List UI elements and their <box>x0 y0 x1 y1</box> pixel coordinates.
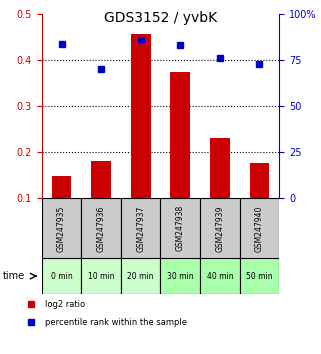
Text: GSM247936: GSM247936 <box>97 205 106 252</box>
Bar <box>121 258 160 294</box>
Bar <box>81 258 121 294</box>
Bar <box>160 258 200 294</box>
Text: time: time <box>3 271 25 281</box>
Text: 0 min: 0 min <box>51 272 73 281</box>
Text: 50 min: 50 min <box>246 272 273 281</box>
Bar <box>81 198 121 258</box>
Bar <box>240 258 279 294</box>
Bar <box>131 34 151 198</box>
Text: GDS3152 / yvbK: GDS3152 / yvbK <box>104 11 217 25</box>
Bar <box>91 160 111 198</box>
Text: 10 min: 10 min <box>88 272 114 281</box>
Text: percentile rank within the sample: percentile rank within the sample <box>45 318 187 327</box>
Text: GSM247940: GSM247940 <box>255 205 264 252</box>
Bar <box>121 198 160 258</box>
Text: 20 min: 20 min <box>127 272 154 281</box>
Text: log2 ratio: log2 ratio <box>45 300 85 309</box>
Bar <box>210 138 230 198</box>
Bar <box>160 198 200 258</box>
Bar <box>200 198 240 258</box>
Bar <box>249 163 269 198</box>
Bar <box>42 198 81 258</box>
Text: 40 min: 40 min <box>207 272 233 281</box>
Bar <box>200 258 240 294</box>
Text: GSM247939: GSM247939 <box>215 205 224 252</box>
Text: GSM247937: GSM247937 <box>136 205 145 252</box>
Text: GSM247935: GSM247935 <box>57 205 66 252</box>
Bar <box>170 72 190 198</box>
Bar <box>52 176 71 198</box>
Bar <box>240 198 279 258</box>
Text: GSM247938: GSM247938 <box>176 205 185 251</box>
Text: 30 min: 30 min <box>167 272 194 281</box>
Bar <box>42 258 81 294</box>
